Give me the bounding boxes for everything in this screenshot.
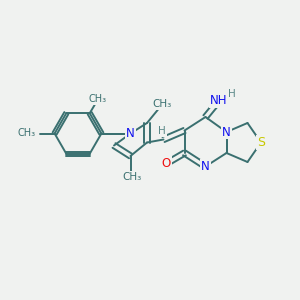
Text: CH₃: CH₃ <box>122 172 142 182</box>
Text: CH₃: CH₃ <box>18 128 36 139</box>
Text: S: S <box>257 136 265 149</box>
Text: N: N <box>201 160 210 173</box>
Text: CH₃: CH₃ <box>152 99 172 109</box>
Text: CH₃: CH₃ <box>88 94 106 104</box>
Text: H: H <box>158 126 166 136</box>
Text: H: H <box>228 88 236 99</box>
Text: N: N <box>126 127 135 140</box>
Text: NH: NH <box>210 94 228 107</box>
Text: O: O <box>162 157 171 170</box>
Text: N: N <box>222 125 231 139</box>
